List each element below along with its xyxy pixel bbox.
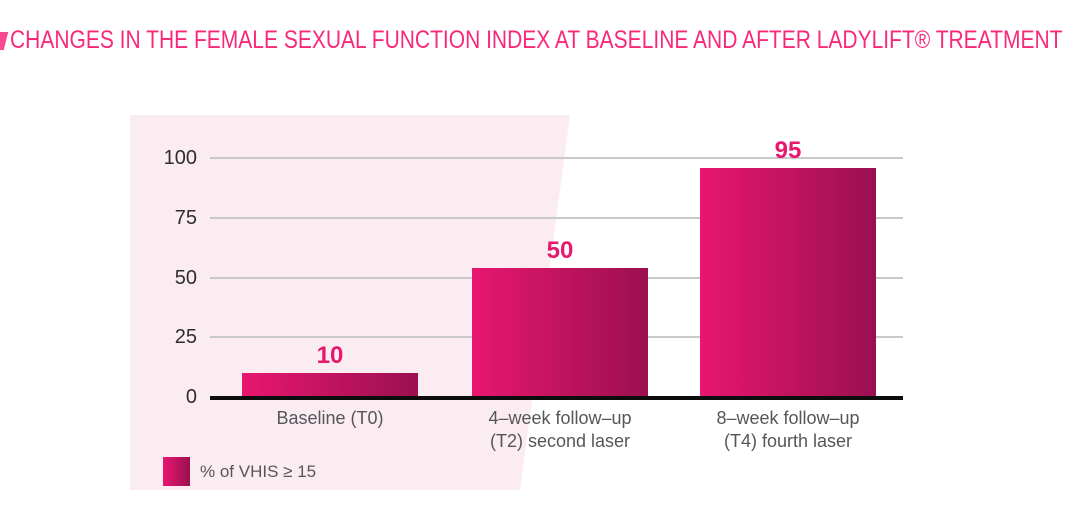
chart-title: CHANGES IN THE FEMALE SEXUAL FUNCTION IN…: [10, 26, 1063, 54]
bar-value-label: 95: [774, 137, 802, 164]
y-tick-label: 50: [174, 266, 197, 289]
bar-value-label: 10: [316, 342, 344, 369]
y-tick-label: 75: [174, 206, 197, 229]
x-category-label-line: Baseline (T0): [276, 408, 384, 428]
x-category-label-line: (T4) fourth laser: [723, 431, 853, 451]
bar: [700, 168, 876, 397]
x-axis-line: [210, 396, 903, 400]
bar: [472, 268, 648, 397]
x-category-label: 4–week follow–up (T2) second laser: [445, 407, 675, 453]
y-tick-label: 0: [185, 386, 197, 408]
legend-swatch: [163, 457, 190, 486]
x-category-label-line: 8–week follow–up: [716, 408, 860, 428]
legend-label: % of VHIS ≥ 15: [200, 462, 317, 481]
bar: [242, 373, 418, 397]
bar-value-label: 50: [546, 237, 574, 264]
y-tick-label: 25: [174, 326, 197, 349]
y-tick-label: 100: [163, 147, 197, 169]
gridline-75: [210, 216, 903, 219]
x-category-label: Baseline (T0): [215, 407, 445, 430]
gridline-100: [210, 157, 903, 159]
x-category-label: 8–week follow–up (T4) fourth laser: [673, 407, 903, 453]
x-category-label-line: (T2) second laser: [489, 431, 631, 451]
x-category-label-line: 4–week follow–up: [488, 408, 632, 428]
